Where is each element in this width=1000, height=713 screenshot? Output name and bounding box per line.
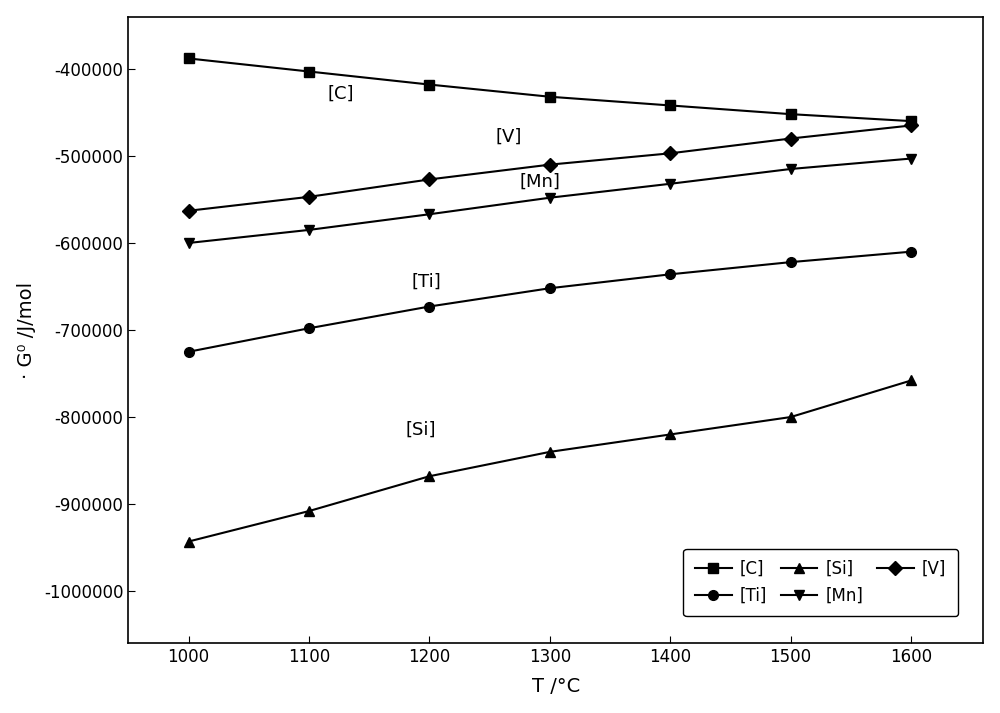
[Mn] [303,225,315,234]
Line: [V]: [V] [184,120,916,215]
[V] [183,207,195,215]
[Ti] [544,284,556,292]
[Ti] [303,324,315,332]
[V] [785,134,797,143]
[C] [423,81,435,89]
[C] [664,101,676,110]
X-axis label: T /°C: T /°C [532,677,580,697]
[V] [423,175,435,184]
[Si] [183,537,195,545]
[V] [905,121,917,130]
[C] [183,54,195,63]
[Si] [664,430,676,438]
Text: [V]: [V] [496,128,522,145]
[C] [785,110,797,118]
Line: [C]: [C] [184,53,916,126]
Text: [Si]: [Si] [405,421,436,439]
[V] [664,149,676,158]
[C] [303,67,315,76]
[Mn] [905,154,917,163]
[Ti] [905,247,917,256]
Line: [Si]: [Si] [184,376,916,546]
Line: [Ti]: [Ti] [184,247,916,356]
[Mn] [785,165,797,173]
[V] [303,193,315,201]
[Mn] [544,193,556,202]
Text: [Ti]: [Ti] [411,273,441,291]
[Ti] [664,270,676,279]
Line: [Mn]: [Mn] [184,154,916,248]
[Si] [544,448,556,456]
[Si] [423,472,435,481]
Y-axis label: · G⁰ /J/mol: · G⁰ /J/mol [17,282,36,379]
[Si] [785,413,797,421]
[Si] [303,507,315,515]
[Mn] [423,210,435,218]
[Mn] [183,239,195,247]
[C] [544,93,556,101]
[Ti] [785,258,797,267]
[C] [905,117,917,125]
[Si] [905,376,917,385]
Text: [Mn]: [Mn] [520,173,561,191]
Text: [C]: [C] [327,84,354,102]
[V] [544,160,556,169]
[Ti] [423,302,435,311]
[Mn] [664,180,676,188]
Legend: [C], [Ti], [Si], [Mn], [V]: [C], [Ti], [Si], [Mn], [V] [683,548,958,616]
[Ti] [183,347,195,356]
